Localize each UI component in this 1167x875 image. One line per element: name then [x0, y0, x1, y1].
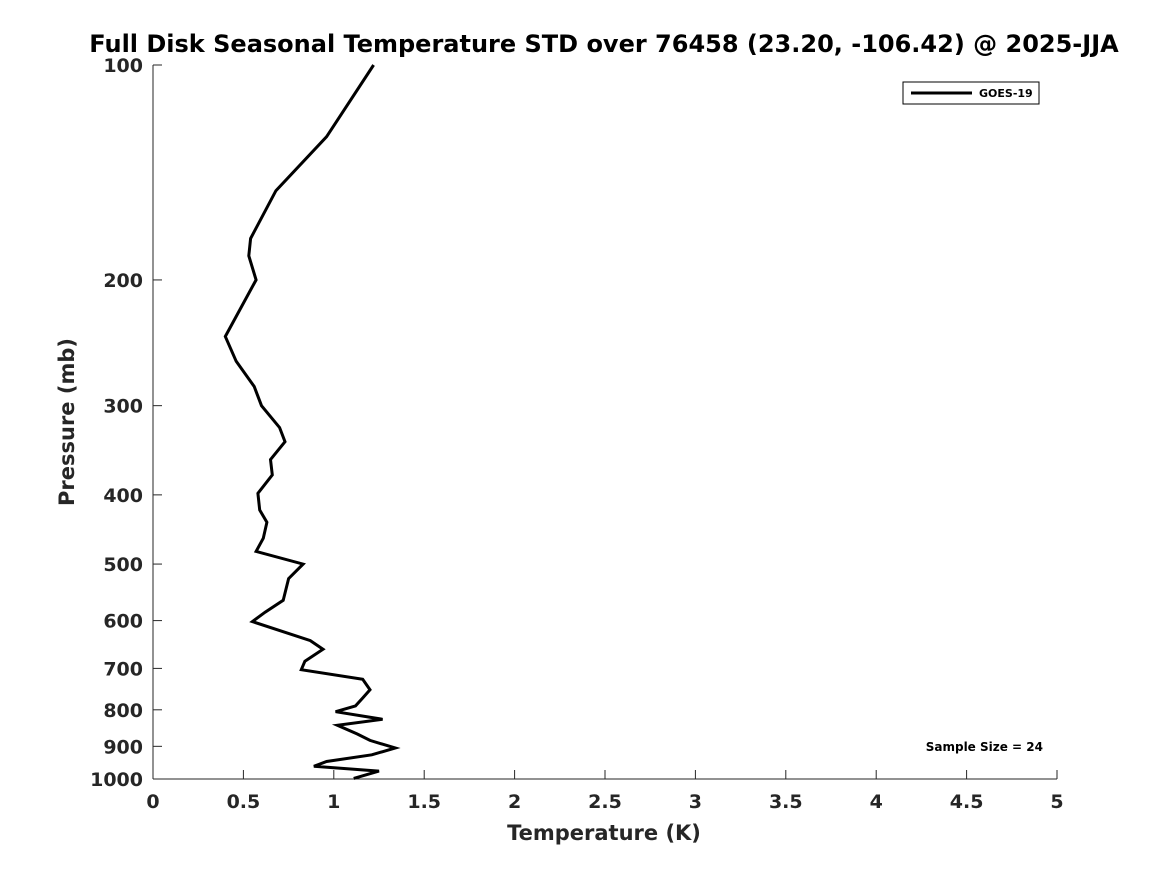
- chart-title: Full Disk Seasonal Temperature STD over …: [89, 30, 1119, 58]
- y-tick-label: 100: [103, 55, 143, 77]
- y-tick-label: 1000: [90, 769, 143, 791]
- x-ticks: 0 0.5 1 1.5 2 2.5 3 3.5 4 4.5 5: [146, 770, 1064, 813]
- y-tick-label: 700: [103, 658, 143, 680]
- y-tick-label: 200: [103, 270, 143, 292]
- x-tick-label: 3: [689, 791, 702, 813]
- y-tick-label: 800: [103, 700, 143, 722]
- x-tick-label: 2.5: [588, 791, 622, 813]
- x-tick-label: 2: [508, 791, 521, 813]
- y-tick-label: 500: [103, 554, 143, 576]
- x-tick-label: 1: [327, 791, 340, 813]
- sample-size-annotation: Sample Size = 24: [926, 740, 1043, 754]
- y-tick-label: 400: [103, 485, 143, 507]
- x-tick-label: 4: [870, 791, 883, 813]
- legend: GOES-19: [902, 81, 1040, 105]
- x-tick-label: 4.5: [950, 791, 984, 813]
- y-ticks: 100 200 300 400 500 600 700 800 900 1000: [90, 55, 162, 791]
- x-tick-label: 0.5: [227, 791, 261, 813]
- y-tick-label: 900: [103, 736, 143, 758]
- y-tick-label: 600: [103, 611, 143, 633]
- x-tick-label: 3.5: [769, 791, 803, 813]
- y-axis-label: Pressure (mb): [55, 338, 79, 506]
- y-tick-label: 300: [103, 396, 143, 418]
- x-tick-label: 5: [1050, 791, 1063, 813]
- series-line-goes-19: [223, 64, 401, 780]
- x-axis-label: Temperature (K): [507, 821, 701, 845]
- x-tick-label: 0: [146, 791, 159, 813]
- plot-area: [153, 65, 1057, 779]
- x-tick-label: 1.5: [407, 791, 441, 813]
- legend-entry-goes-19: GOES-19: [979, 87, 1033, 100]
